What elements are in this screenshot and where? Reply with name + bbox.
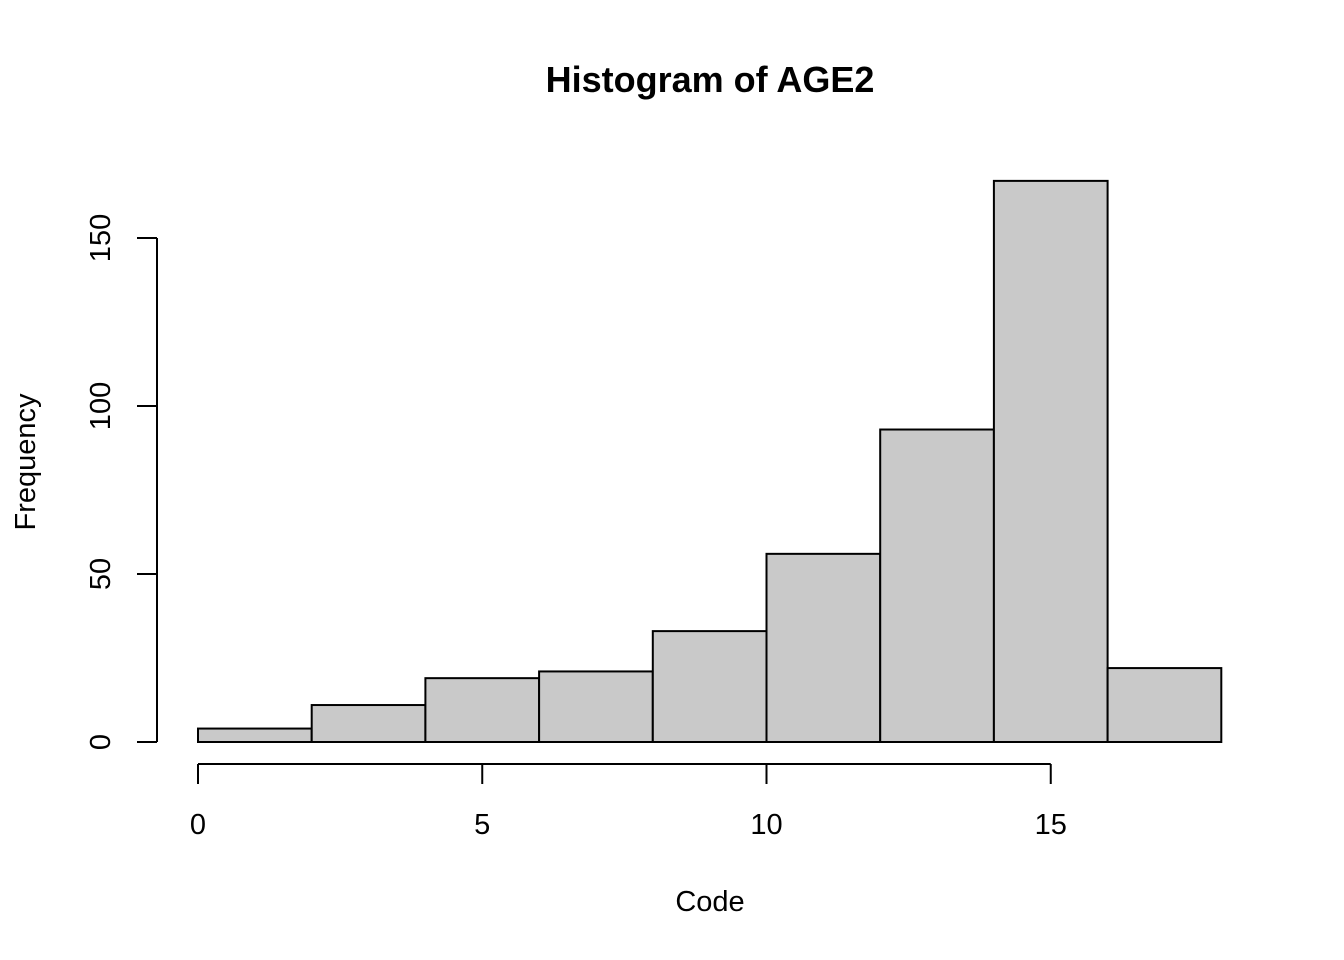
bars-group <box>197 179 1223 744</box>
y-tick-label: 150 <box>85 214 117 262</box>
y-tick-label: 100 <box>85 382 117 430</box>
x-tick-label: 15 <box>1035 809 1067 841</box>
x-axis-label: Code <box>675 886 744 918</box>
histogram-bar <box>992 179 1109 743</box>
histogram-bar <box>197 727 313 743</box>
histogram-bar <box>310 704 427 743</box>
x-tick-label: 5 <box>474 809 490 841</box>
y-axis: 0 50 100 150 <box>85 214 158 750</box>
histogram-bar <box>879 428 995 743</box>
y-axis-label: Frequency <box>10 393 42 531</box>
histogram-bar <box>651 630 768 743</box>
histogram-bar <box>1106 667 1223 744</box>
histogram-bar <box>424 677 541 743</box>
x-axis: 0 5 10 15 <box>190 763 1067 841</box>
y-tick-label: 0 <box>85 734 117 750</box>
x-tick-label: 10 <box>750 809 782 841</box>
histogram-bar <box>765 552 882 744</box>
x-tick-label: 0 <box>190 809 206 841</box>
chart-title: Histogram of AGE2 <box>546 59 875 100</box>
histogram-bar <box>538 670 654 743</box>
y-tick-label: 50 <box>85 558 117 590</box>
